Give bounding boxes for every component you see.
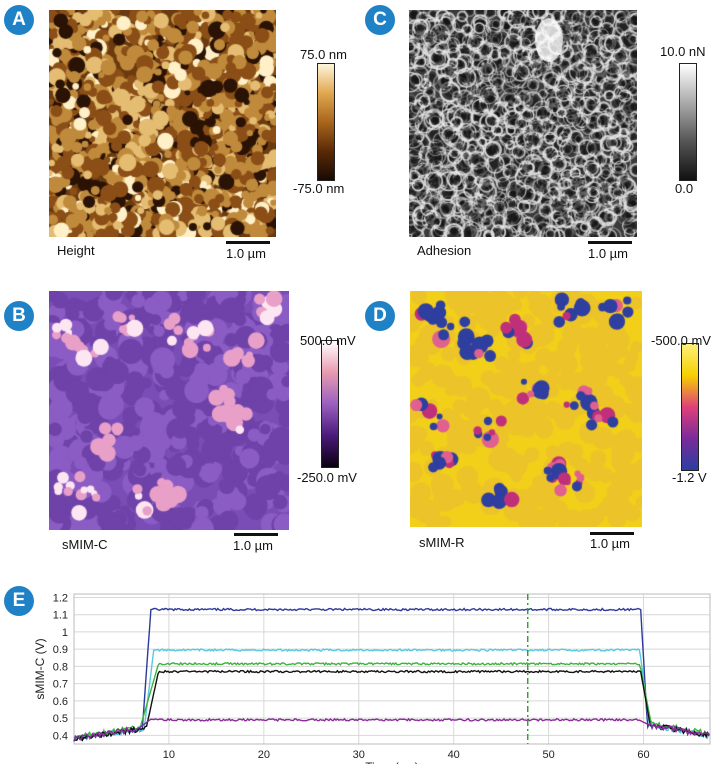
scale-label-b: 1.0 µm (233, 538, 274, 553)
smim-c-map (49, 291, 289, 530)
x-tick-label: 40 (448, 749, 460, 761)
smim-c-time-chart: 0.4 0.5 0.6 0.7 0.8 0.9 1 1.1 1.2 10 20 30 40 50 60 Tim… (33, 592, 711, 764)
scale-label-a: 1.0 µm (226, 246, 267, 261)
series-line-2 (73, 648, 710, 741)
y-tick-label: 0.9 (53, 644, 68, 656)
series-line-1 (73, 607, 710, 742)
y-tick-label: 0.7 (53, 679, 68, 691)
height-map (49, 10, 276, 237)
x-tick-label: 20 (258, 749, 270, 761)
y-tick-label: 0.4 (53, 730, 68, 742)
x-tick-label: 50 (543, 749, 555, 761)
scale-bar-a (226, 241, 270, 244)
y-tick-label: 0.6 (53, 696, 68, 708)
series-line-5 (73, 717, 710, 742)
adhesion-label: Adhesion (417, 243, 472, 258)
height-colorbar (317, 63, 335, 181)
scale-label-c: 1.0 µm (588, 246, 629, 261)
scale-bar-b (234, 533, 278, 536)
x-tick-label: 10 (163, 749, 175, 761)
height-label: Height (57, 243, 95, 258)
x-tick-label: 30 (353, 749, 365, 761)
smim-r-cbar-min: -1.2 V (672, 470, 707, 485)
panel-b-badge: B (4, 301, 34, 331)
y-tick-label: 1 (62, 627, 68, 639)
smim-c-label: sMIM-C (62, 537, 108, 552)
adhesion-cbar-min: 0.0 (675, 181, 694, 196)
smim-r-label: sMIM-R (419, 535, 465, 550)
adhesion-colorbar (679, 63, 697, 181)
scale-bar-c (588, 241, 632, 244)
smim-r-cbar-max: -500.0 mV (651, 333, 711, 348)
smim-c-colorbar (321, 340, 339, 468)
y-tick-label: 1.2 (53, 592, 68, 604)
panel-a-badge: A (4, 5, 34, 35)
panel-d-badge: D (365, 301, 395, 331)
series-line-4 (73, 669, 710, 742)
y-axis-label: sMIM-C (V) (33, 638, 47, 699)
height-cbar-min: -75.0 nm (293, 181, 345, 196)
series-line-3 (73, 661, 710, 741)
smim-r-colorbar (681, 343, 699, 471)
x-tick-label: 60 (637, 749, 649, 761)
y-tick-label: 0.8 (53, 661, 68, 673)
panel-e-badge: E (4, 586, 34, 616)
adhesion-cbar-max: 10.0 nN (660, 44, 706, 59)
smim-c-cbar-max: 500.0 mV (300, 333, 356, 348)
smim-c-cbar-min: -250.0 mV (297, 470, 357, 485)
plot-frame (73, 593, 711, 745)
y-tick-label: 0.5 (53, 713, 68, 725)
scale-bar-d (590, 532, 634, 535)
height-cbar-max: 75.0 nm (300, 47, 347, 62)
adhesion-map (409, 10, 637, 237)
y-tick-label: 1.1 (53, 610, 68, 622)
panel-c-badge: C (365, 5, 395, 35)
smim-r-map (410, 291, 642, 527)
x-axis-label: Time (ms) (365, 760, 419, 764)
scale-label-d: 1.0 µm (590, 536, 631, 551)
